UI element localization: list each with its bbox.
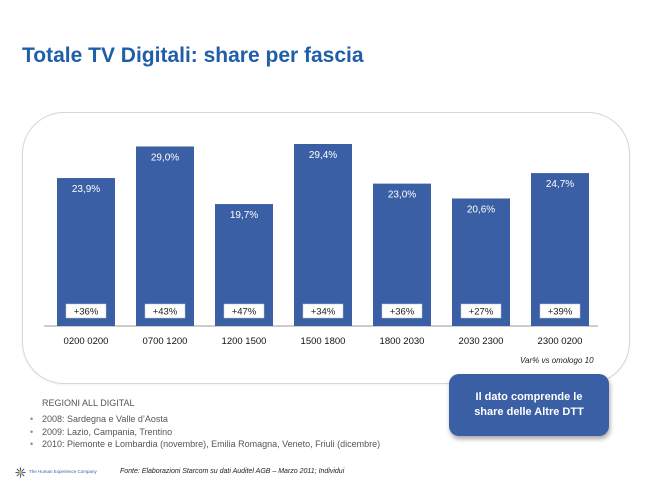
source-note: Fonte: Elaborazioni Starcom su dati Audi… — [120, 468, 345, 475]
variation-badge — [539, 303, 581, 319]
x-tick-label: 1500 1800 — [301, 336, 346, 347]
variation-badge — [223, 303, 265, 319]
chart-bar — [57, 178, 115, 326]
region-item: 2008: Sardegna e Valle d’Aosta — [30, 413, 380, 426]
chart-bar — [136, 146, 194, 326]
page-title: Totale TV Digitali: share per fascia — [22, 44, 364, 67]
variation-note: Var% vs omologo 10 — [520, 356, 594, 365]
variation-label: +39% — [548, 307, 573, 318]
callout-text: Il dato comprende le share delle Altre D… — [474, 391, 584, 418]
chart-bar — [294, 144, 352, 326]
regions-list: 2008: Sardegna e Valle d’Aosta 2009: Laz… — [30, 413, 380, 451]
variation-label: +43% — [153, 307, 178, 318]
x-tick-label: 0700 1200 — [143, 336, 188, 347]
x-tick-label: 2030 2300 — [459, 336, 504, 347]
variation-label: +36% — [390, 307, 415, 318]
bar-value-label: 23,9% — [72, 184, 100, 195]
bar-value-label: 20,6% — [467, 204, 495, 215]
variation-badge — [65, 303, 107, 319]
bar-value-label: 19,7% — [230, 210, 258, 221]
variation-label: +47% — [232, 307, 257, 318]
variation-badge — [381, 303, 423, 319]
x-tick-label: 1200 1500 — [222, 336, 267, 347]
variation-label: +27% — [469, 307, 494, 318]
variation-badge — [302, 303, 344, 319]
x-tick-label: 2300 0200 — [538, 336, 583, 347]
logo-text: The Human Experience Company — [29, 469, 97, 474]
bar-value-label: 29,0% — [151, 152, 179, 163]
x-tick-label: 0200 0200 — [64, 336, 109, 347]
chart-bar — [373, 183, 431, 326]
variation-badge — [144, 303, 186, 319]
bar-value-label: 23,0% — [388, 190, 416, 201]
chart-bar — [531, 173, 589, 326]
region-item: 2009: Lazio, Campania, Trentino — [30, 426, 380, 439]
regions-title: REGIONI ALL DIGITAL — [42, 398, 135, 408]
variation-label: +34% — [311, 307, 336, 318]
variation-label: +36% — [74, 307, 99, 318]
region-item: 2010: Piemonte e Lombardia (novembre), E… — [30, 438, 380, 451]
company-logo: The Human Experience Company — [15, 467, 115, 479]
starburst-icon — [15, 467, 26, 478]
x-tick-label: 1800 2030 — [380, 336, 425, 347]
callout-box: Il dato comprende le share delle Altre D… — [449, 374, 609, 436]
bar-value-label: 24,7% — [546, 179, 574, 190]
variation-badge — [460, 303, 502, 319]
bar-value-label: 29,4% — [309, 150, 337, 161]
